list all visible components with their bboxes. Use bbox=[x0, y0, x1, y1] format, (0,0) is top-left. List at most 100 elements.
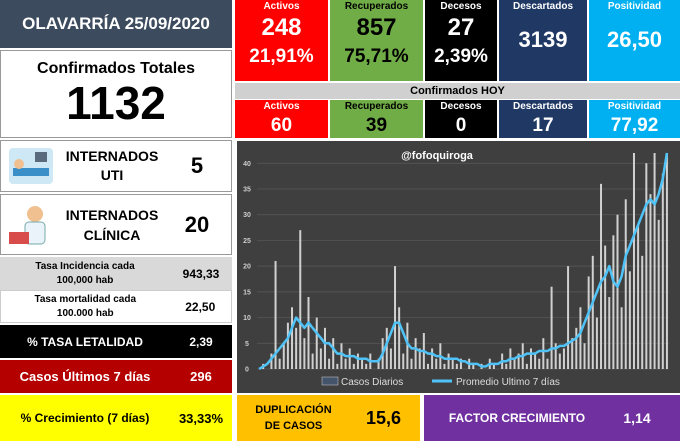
factor-box: FACTOR CRECIMIENTO 1,14 bbox=[424, 395, 680, 441]
bar bbox=[567, 266, 570, 369]
bar bbox=[600, 183, 603, 369]
today-value: 60 bbox=[270, 115, 293, 136]
summary-label: Decesos bbox=[425, 0, 497, 13]
bar bbox=[653, 153, 656, 369]
bar bbox=[591, 255, 594, 369]
bar bbox=[303, 338, 306, 369]
today-box: Activos 60 bbox=[235, 100, 328, 138]
bar bbox=[562, 348, 565, 369]
bar bbox=[344, 358, 347, 369]
bar bbox=[365, 363, 368, 369]
bar bbox=[286, 322, 289, 369]
totals-value: 1132 bbox=[66, 77, 166, 129]
bar bbox=[620, 307, 623, 369]
uti-line: INTERNADOS bbox=[65, 148, 159, 164]
clinica-line: CLÍNICA bbox=[83, 226, 141, 243]
duplication-label: DUPLICACIÓN DE CASOS bbox=[239, 402, 349, 434]
bar bbox=[604, 245, 607, 369]
summary-box: Activos 248 21,91% bbox=[235, 0, 328, 81]
bar bbox=[558, 353, 561, 369]
bar bbox=[352, 363, 355, 369]
duplication-line: DUPLICACIÓN bbox=[255, 404, 332, 416]
mortality-line: 100.000 hab bbox=[56, 307, 114, 319]
y-tick-label: 25 bbox=[243, 238, 251, 245]
duplication-line: DE CASOS bbox=[264, 420, 323, 432]
today-value: 77,92 bbox=[610, 115, 659, 136]
bar bbox=[332, 338, 335, 369]
bar bbox=[517, 353, 520, 369]
last7-box: Casos Últimos 7 días 296 bbox=[0, 360, 232, 393]
bar bbox=[595, 317, 598, 369]
factor-value: 1,14 bbox=[623, 410, 651, 426]
uti-box: INTERNADOS UTI 5 bbox=[0, 140, 232, 192]
bar bbox=[385, 327, 388, 369]
bar bbox=[472, 363, 475, 369]
summary-label: Descartados bbox=[499, 0, 587, 13]
bar bbox=[315, 317, 318, 369]
today-value: 0 bbox=[455, 115, 467, 136]
bar bbox=[637, 225, 640, 369]
bar bbox=[525, 363, 528, 369]
bar bbox=[431, 348, 434, 369]
y-tick-label: 35 bbox=[243, 187, 251, 194]
chart: @fofoquiroga 0 5 10 15 20 25 30 35 40 Casos Diari… bbox=[237, 141, 680, 393]
summary-value: 26,50 bbox=[606, 27, 663, 52]
y-tick-label: 15 bbox=[243, 289, 251, 296]
annotation: @fofoquiroga bbox=[401, 150, 474, 162]
summary-value: 27 bbox=[447, 14, 475, 41]
clinica-label: INTERNADOS CLÍNICA bbox=[57, 205, 167, 245]
growth-value: 33,33% bbox=[178, 410, 224, 426]
last7-value: 296 bbox=[190, 369, 212, 384]
y-tick-label: 30 bbox=[243, 212, 251, 219]
mortality-value: 22,50 bbox=[185, 299, 216, 314]
letalidad-box: % TASA LETALIDAD 2,39 bbox=[0, 325, 232, 358]
bar bbox=[295, 327, 298, 369]
bar bbox=[311, 353, 314, 369]
doctor-icon bbox=[9, 205, 46, 244]
bar bbox=[641, 255, 644, 369]
legend-label: Promedio Ultimo 7 días bbox=[456, 377, 560, 388]
bar bbox=[546, 358, 549, 369]
legend-label: Casos Diarios bbox=[341, 377, 403, 388]
bar bbox=[649, 194, 652, 369]
today-label: Positividad bbox=[589, 100, 680, 113]
summary-value: 248 bbox=[261, 14, 302, 41]
bar bbox=[402, 353, 405, 369]
bar bbox=[299, 230, 302, 369]
y-tick-label: 0 bbox=[245, 367, 249, 374]
bar bbox=[336, 363, 339, 369]
summary-label: Positividad bbox=[589, 0, 680, 13]
bar bbox=[665, 153, 668, 369]
today-label: Decesos bbox=[425, 100, 497, 113]
summary-label: Activos bbox=[235, 0, 328, 13]
summary-pct: 2,39% bbox=[434, 46, 488, 67]
letalidad-value: 2,39 bbox=[189, 334, 213, 349]
chart-bg bbox=[237, 141, 680, 393]
bar bbox=[323, 327, 326, 369]
bar bbox=[426, 363, 429, 369]
bar bbox=[579, 307, 582, 369]
summary-box: Decesos 27 2,39% bbox=[425, 0, 497, 81]
bar bbox=[616, 214, 619, 369]
y-tick-label: 10 bbox=[243, 315, 251, 322]
today-label: Activos bbox=[235, 100, 328, 113]
bar bbox=[661, 173, 664, 369]
bar bbox=[270, 353, 273, 369]
summary-box: Recuperados 857 75,71% bbox=[330, 0, 423, 81]
incidence-label: Tasa Incidencia cada 100,000 hab bbox=[0, 260, 170, 288]
duplication-box: DUPLICACIÓN DE CASOS 15,6 bbox=[237, 395, 420, 441]
today-label: Descartados bbox=[499, 100, 587, 113]
bar bbox=[443, 363, 446, 369]
incidence-box: Tasa Incidencia cada 100,000 hab 943,33 bbox=[0, 257, 232, 290]
today-box: Decesos 0 bbox=[425, 100, 497, 138]
bar bbox=[291, 307, 294, 369]
today-label: Recuperados bbox=[330, 100, 423, 113]
title: OLAVARRÍA 25/09/2020 bbox=[0, 0, 232, 48]
bar bbox=[505, 363, 508, 369]
today-box: Descartados 17 bbox=[499, 100, 587, 138]
incidence-line: 100,000 hab bbox=[56, 274, 114, 286]
bar bbox=[406, 322, 409, 369]
bed-icon bbox=[9, 148, 53, 184]
bar bbox=[612, 235, 615, 369]
bar bbox=[575, 327, 578, 369]
